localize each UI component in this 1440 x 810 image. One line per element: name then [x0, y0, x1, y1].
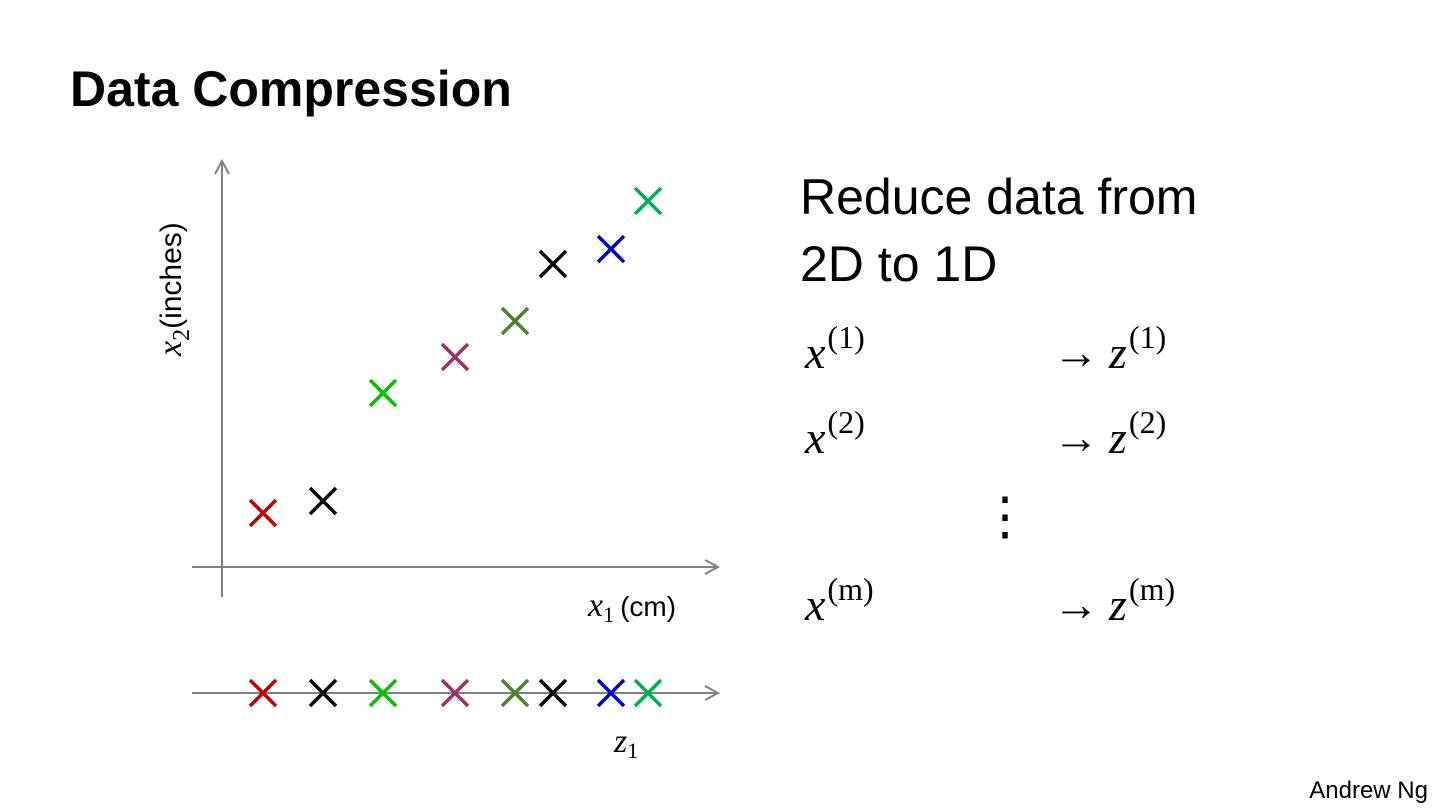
cross	[633, 186, 663, 216]
cross	[440, 678, 470, 708]
index: (1)	[827, 319, 864, 355]
y-axis-label: x2(inches)	[152, 222, 195, 357]
points	[248, 186, 663, 708]
mapping-from: x(2)	[804, 404, 865, 463]
index: (m)	[827, 571, 873, 607]
description-line: Reduce data from	[800, 169, 1197, 225]
index: (m)	[1129, 571, 1175, 607]
arrow: →	[1053, 579, 1099, 630]
symbol: z	[1108, 579, 1127, 630]
z-axis-label: z1	[613, 723, 638, 763]
cross	[596, 678, 626, 708]
cross	[248, 498, 278, 528]
index: (1)	[1129, 319, 1166, 355]
cross	[500, 306, 530, 336]
footer: Andrew Ng	[1309, 777, 1428, 804]
ellipsis: ⋮	[979, 489, 1031, 546]
x-axis-label: x1 (cm)	[587, 587, 676, 627]
x-axis	[192, 559, 721, 575]
symbol: x	[804, 579, 826, 630]
cross	[248, 678, 278, 708]
cross	[633, 678, 663, 708]
cross	[308, 678, 338, 708]
cross	[368, 378, 398, 408]
symbol: z	[1108, 327, 1127, 378]
mapping-to: → z(m)	[1053, 571, 1175, 630]
cross	[368, 678, 398, 708]
description-line: 2D to 1D	[800, 236, 997, 292]
symbol: x	[804, 327, 826, 378]
scatter-plot: x2(inches) x1 (cm) z1	[152, 158, 721, 763]
symbol: x	[804, 412, 826, 463]
cross	[596, 234, 626, 264]
index: (2)	[1129, 404, 1166, 440]
symbol: z	[1108, 412, 1127, 463]
mapping-to: → z(2)	[1053, 404, 1166, 463]
index: (2)	[827, 404, 864, 440]
cross	[538, 249, 568, 279]
arrow: →	[1053, 412, 1099, 463]
y-axis	[214, 158, 230, 597]
arrow: →	[1053, 327, 1099, 378]
cross	[308, 486, 338, 516]
mapping-from: x(1)	[804, 319, 865, 378]
mappings: x(1) → z(1)x(2) → z(2)x(m) → z(m)	[804, 319, 1175, 630]
mapping-to: → z(1)	[1053, 319, 1166, 378]
slide-title: Data Compression	[70, 61, 512, 117]
cross	[440, 342, 470, 372]
mapping-from: x(m)	[804, 571, 874, 630]
cross	[500, 678, 530, 708]
cross	[538, 678, 568, 708]
